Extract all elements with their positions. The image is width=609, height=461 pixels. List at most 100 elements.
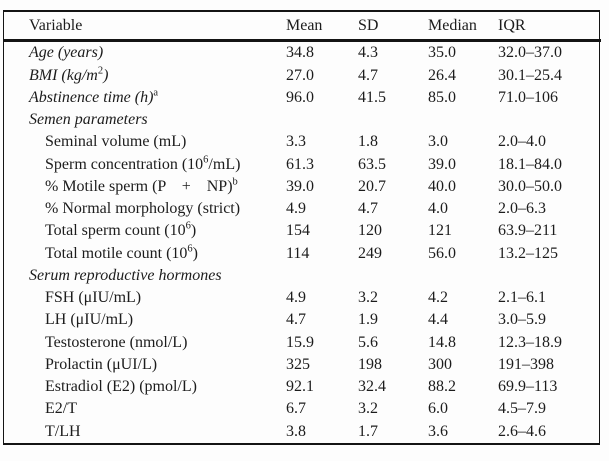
superscript-marker: 6 — [187, 243, 193, 255]
row-variable-label: Total motile count (106) — [45, 243, 198, 262]
row-sd-value: 41.5 — [358, 88, 386, 106]
row-median-value: 26.4 — [428, 66, 456, 84]
row-iqr-value: 69.9–113 — [498, 378, 558, 396]
row-variable-label: FSH (μIU/mL) — [45, 289, 142, 307]
row-median-value: 4.4 — [428, 311, 448, 329]
row-median-value: 88.2 — [428, 378, 456, 396]
table-row: Semen parameters — [4, 109, 601, 131]
row-mean-value: 154 — [286, 222, 310, 240]
row-sd-value: 32.4 — [358, 378, 386, 396]
row-iqr-value: 71.0–106 — [498, 88, 558, 106]
row-sd-value: 1.7 — [358, 422, 378, 440]
row-iqr-value: 2.6–4.6 — [498, 422, 546, 440]
table-row: LH (μIU/mL) 4.7 1.9 4.4 3.0–5.9 — [4, 309, 601, 331]
row-variable-label: Semen parameters — [29, 111, 148, 129]
row-mean-value: 114 — [286, 244, 310, 262]
row-mean-value: 61.3 — [286, 155, 314, 173]
table-row: Abstinence time (h)a 96.0 41.5 85.0 71.0–106 — [4, 87, 601, 109]
column-header-variable: Variable — [4, 12, 286, 42]
row-iqr-value: 191–398 — [498, 355, 554, 373]
row-iqr-value: 2.0–6.3 — [498, 200, 546, 218]
row-median-value: 3.0 — [428, 133, 448, 151]
row-sd-value: 249 — [358, 244, 382, 262]
descriptive-statistics-table: Variable Mean SD Median IQR Age (years) 3… — [3, 10, 601, 445]
superscript-marker: a — [153, 87, 159, 99]
row-median-value: 4.2 — [428, 289, 448, 307]
row-iqr-value: 3.0–5.9 — [498, 311, 546, 329]
row-sd-value: 4.3 — [358, 44, 378, 62]
row-median-value: 3.6 — [428, 422, 448, 440]
row-median-value — [428, 265, 498, 287]
superscript-marker: b — [232, 176, 238, 188]
header-row: Variable Mean SD Median IQR — [4, 12, 601, 42]
superscript-marker: 2 — [97, 65, 104, 77]
row-iqr-value: 13.2–125 — [498, 244, 558, 262]
row-sd-value: 63.5 — [358, 155, 386, 173]
table-row: % Motile sperm (P + NP)b 39.0 20.7 40.0 30.0… — [4, 176, 601, 198]
table-row: % Normal morphology (strict) 4.9 4.7 4.0 2.0… — [4, 198, 601, 220]
table-row: T/LH 3.8 1.7 3.6 2.6–4.6 — [4, 421, 601, 443]
table-row: FSH (μIU/mL) 4.9 3.2 4.2 2.1–6.1 — [4, 287, 601, 309]
row-sd-value: 1.9 — [358, 311, 378, 329]
row-variable-label: Sperm concentration (106/mL) — [45, 154, 241, 173]
row-iqr-value: 4.5–7.9 — [498, 400, 546, 418]
row-sd-value: 20.7 — [358, 177, 386, 195]
table-row: BMI (kg/m2) 27.0 4.7 26.4 30.1–25.4 — [4, 65, 601, 87]
row-variable-label: LH (μIU/mL) — [45, 311, 134, 329]
row-mean-value — [286, 109, 358, 131]
row-iqr-value: 30.1–25.4 — [498, 66, 562, 84]
data-table: Variable Mean SD Median IQR Age (years) 3… — [4, 12, 601, 443]
row-iqr-value — [498, 109, 601, 131]
column-header-iqr: IQR — [498, 12, 601, 42]
row-mean-value: 6.7 — [286, 400, 306, 418]
row-sd-value: 1.8 — [358, 133, 378, 151]
row-mean-value: 15.9 — [286, 333, 314, 351]
row-mean-value: 34.8 — [286, 44, 314, 62]
row-sd-value: 3.2 — [358, 400, 378, 418]
row-variable-label: Estradiol (E2) (pmol/L) — [45, 378, 197, 396]
row-iqr-value: 2.0–4.0 — [498, 133, 546, 151]
row-median-value: 39.0 — [428, 155, 456, 173]
row-mean-value: 4.7 — [286, 311, 306, 329]
column-header-mean: Mean — [286, 12, 358, 42]
row-sd-value: 120 — [358, 222, 382, 240]
row-variable-label: BMI (kg/m2) — [29, 65, 109, 84]
row-variable-label: T/LH — [45, 422, 81, 440]
table-row: Serum reproductive hormones — [4, 265, 601, 287]
table-row: Testosterone (nmol/L) 15.9 5.6 14.8 12.3–18.… — [4, 332, 601, 354]
table-row: Total motile count (106) 114 249 56.0 13.2–1… — [4, 243, 601, 265]
row-mean-value — [286, 265, 358, 287]
row-mean-value: 96.0 — [286, 88, 314, 106]
row-iqr-value: 18.1–84.0 — [498, 155, 562, 173]
row-mean-value: 92.1 — [286, 378, 314, 396]
table-row: Total sperm count (106) 154 120 121 63.9–211 — [4, 220, 601, 242]
row-sd-value: 5.6 — [358, 333, 378, 351]
table-row: Prolactin (μUI/L) 325 198 300 191–398 — [4, 354, 601, 376]
row-variable-label: Total sperm count (106) — [45, 221, 197, 240]
row-mean-value: 27.0 — [286, 66, 314, 84]
row-iqr-value: 12.3–18.9 — [498, 333, 562, 351]
row-variable-label: E2/T — [45, 400, 77, 418]
column-header-median: Median — [428, 12, 498, 42]
row-mean-value: 3.3 — [286, 133, 306, 151]
row-mean-value: 4.9 — [286, 200, 306, 218]
row-variable-label: Abstinence time (h)a — [29, 87, 159, 106]
row-variable-label: Testosterone (nmol/L) — [45, 333, 188, 351]
row-median-value: 85.0 — [428, 88, 456, 106]
row-mean-value: 4.9 — [286, 289, 306, 307]
row-median-value: 56.0 — [428, 244, 456, 262]
row-mean-value: 3.8 — [286, 422, 306, 440]
table-row: Age (years) 34.8 4.3 35.0 32.0–37.0 — [4, 41, 601, 65]
row-sd-value: 4.7 — [358, 200, 378, 218]
table-header: Variable Mean SD Median IQR — [4, 12, 601, 42]
column-header-sd: SD — [358, 12, 428, 42]
row-median-value: 4.0 — [428, 200, 448, 218]
row-sd-value — [358, 109, 428, 131]
table-row: Seminal volume (mL) 3.3 1.8 3.0 2.0–4.0 — [4, 131, 601, 153]
table-body: Age (years) 34.8 4.3 35.0 32.0–37.0 BMI (kg/m… — [4, 41, 601, 444]
row-variable-label: % Normal morphology (strict) — [45, 200, 241, 218]
row-iqr-value: 63.9–211 — [498, 222, 558, 240]
row-median-value: 35.0 — [428, 44, 456, 62]
row-median-value: 121 — [428, 222, 452, 240]
superscript-marker: 6 — [203, 154, 209, 166]
